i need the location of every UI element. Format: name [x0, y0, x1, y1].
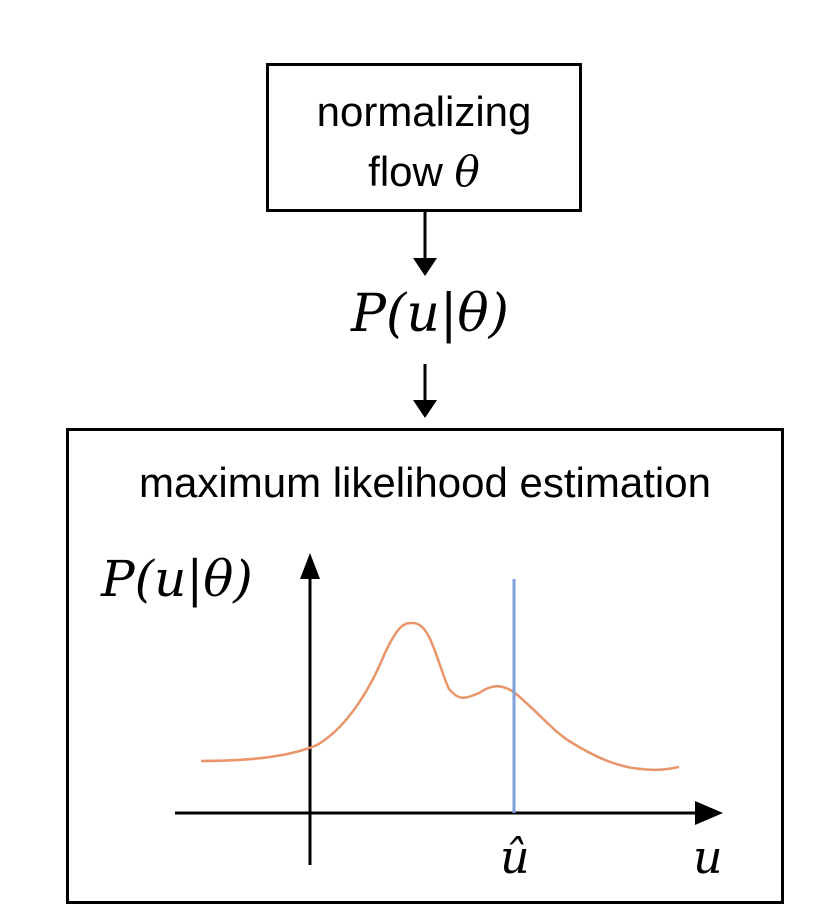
mle-title: maximum likelihood estimation [139, 459, 711, 506]
y-axis-label: P(u|θ) [100, 550, 253, 608]
flow-word: flow [368, 148, 455, 195]
arrow-1-head [413, 258, 437, 276]
y-axis-arrowhead [300, 553, 320, 579]
normalizing-flow-line1: normalizing [316, 88, 532, 135]
theta-symbol: θ [454, 147, 480, 196]
mle-box: maximum likelihood estimation P(u|θ) u û [66, 428, 784, 904]
likelihood-plot: P(u|θ) u û [100, 550, 723, 884]
arrow-2-head [413, 400, 437, 418]
density-curve [200, 621, 680, 772]
normalizing-flow-line2: flow θ [269, 148, 579, 196]
x-axis-label: u [693, 830, 723, 884]
normalizing-flow-box: normalizing flow θ [266, 63, 582, 212]
likelihood-label: P(u|θ) [351, 284, 509, 344]
x-axis-arrowhead [695, 801, 723, 825]
u-hat-label: û [500, 830, 530, 884]
